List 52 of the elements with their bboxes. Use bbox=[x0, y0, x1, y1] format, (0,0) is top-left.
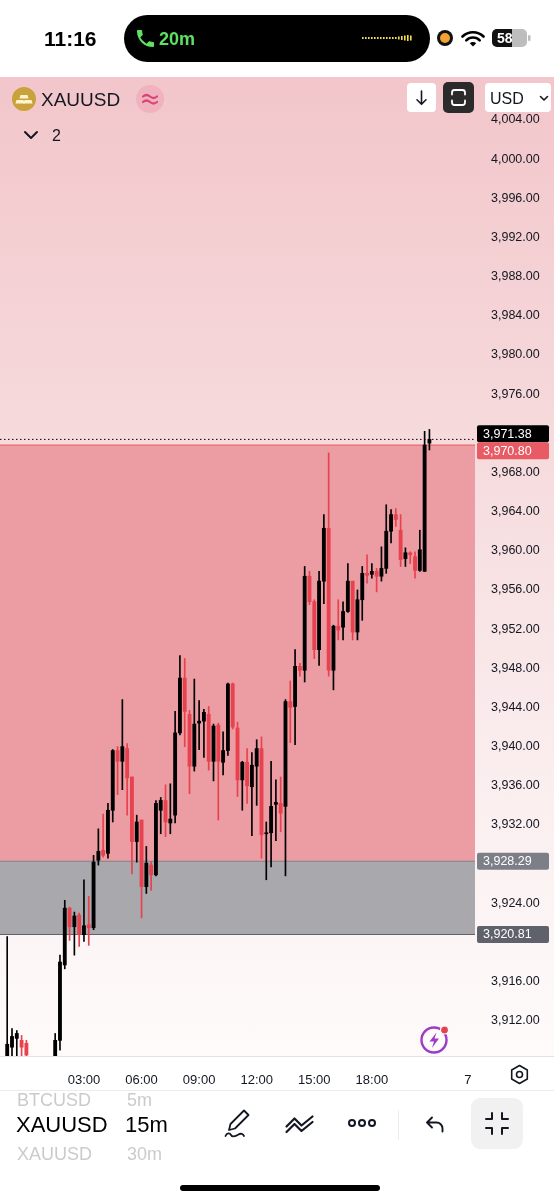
text: XAUUSD bbox=[16, 1112, 108, 1137]
y-tick-label: 3,960.00 bbox=[491, 543, 540, 558]
candlestick bbox=[273, 779, 278, 841]
y-tick-label: 3,912.00 bbox=[491, 1013, 540, 1028]
annotation: 2 bbox=[52, 127, 61, 144]
y-tick-label: 3,976.00 bbox=[491, 386, 540, 401]
candlestick bbox=[201, 709, 206, 758]
candlestick bbox=[365, 554, 369, 584]
x-tick-label: 03:00 bbox=[67, 1072, 101, 1088]
y-tick-label: 3,940.00 bbox=[491, 739, 540, 754]
text: 58 bbox=[497, 30, 513, 46]
x-tick-label: 06:00 bbox=[125, 1072, 158, 1088]
y-tick-label: 3,948.00 bbox=[491, 660, 540, 675]
candlestick bbox=[278, 776, 283, 833]
y-tick-label: 3,916.00 bbox=[491, 974, 540, 989]
y-tick-label: 3,924.00 bbox=[491, 895, 540, 910]
x-tick-label: 12:00 bbox=[240, 1072, 273, 1088]
x-tick-label: 15:00 bbox=[297, 1072, 331, 1088]
y-tick-label: 3,932.00 bbox=[491, 817, 540, 832]
y-tick-label: 3,992.00 bbox=[491, 229, 540, 244]
candlestick bbox=[369, 563, 374, 579]
y-tick-label: 3,988.00 bbox=[491, 269, 540, 284]
chart-title: XAUUSD bbox=[41, 89, 121, 110]
text: 15m bbox=[125, 1112, 168, 1137]
candlestick bbox=[288, 680, 293, 744]
y-tick-label: 4,000.00 bbox=[491, 151, 540, 166]
ref-line-label: 3,971.38 bbox=[483, 426, 532, 441]
candlestick bbox=[82, 879, 86, 942]
ref-line-label: 3,928.29 bbox=[483, 854, 532, 869]
candlestick bbox=[5, 936, 10, 1056]
y-tick-label: 3,964.00 bbox=[491, 504, 540, 519]
candlestick bbox=[86, 896, 91, 946]
candlestick bbox=[101, 813, 106, 858]
text: 20m bbox=[159, 29, 196, 49]
x-tick-label: 18:00 bbox=[355, 1072, 389, 1088]
y-tick-label: 4,004.00 bbox=[491, 112, 540, 127]
candlestick bbox=[408, 551, 413, 564]
y-tick-label: 3,984.00 bbox=[491, 308, 540, 323]
y-tick-label: 3,968.00 bbox=[491, 464, 540, 479]
ref-line-label: 3,920.81 bbox=[483, 927, 532, 942]
y-tick-label: 3,952.00 bbox=[491, 621, 540, 636]
y-tick-label: 3,944.00 bbox=[491, 699, 540, 714]
y-tick-label: 3,956.00 bbox=[491, 582, 540, 597]
x-tick-label: 7 bbox=[464, 1072, 472, 1088]
y-tick-label: 3,980.00 bbox=[491, 347, 540, 362]
text: 11:16 bbox=[44, 27, 97, 50]
y-tick-label: 3,936.00 bbox=[491, 778, 540, 793]
y-tick-label: 3,996.00 bbox=[491, 190, 540, 205]
x-tick-label: 09:00 bbox=[182, 1072, 216, 1088]
text: USD bbox=[490, 90, 524, 107]
candlestick bbox=[14, 1030, 19, 1056]
ref-line-label: 3,970.80 bbox=[483, 443, 532, 458]
